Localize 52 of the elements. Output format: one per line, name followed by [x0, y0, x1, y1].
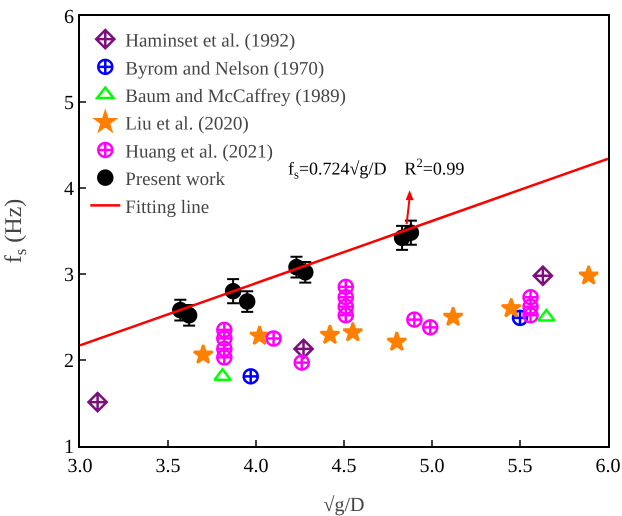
point: [422, 319, 438, 336]
point: [242, 368, 259, 385]
point: [213, 368, 232, 382]
point: [338, 288, 354, 306]
x-tick-label: 4.5: [332, 455, 356, 477]
legend-label: Baum and McCaffrey (1989): [125, 86, 346, 107]
point: [532, 265, 554, 286]
legend-label: Present work: [125, 169, 226, 190]
y-tick-label: 5: [64, 92, 74, 114]
y-tick-label: 4: [64, 178, 74, 200]
point: [338, 307, 354, 324]
point: [386, 330, 408, 352]
legend-label: Haminset et al. (1992): [125, 30, 296, 52]
point: [338, 278, 354, 296]
point: [319, 324, 340, 344]
point: [522, 298, 539, 315]
legend-label: Byrom and Nelson (1970): [125, 58, 324, 80]
annotation: f$_{s}$=0.724√g/D R$^{2}$=0.99: [288, 156, 464, 182]
point: [87, 392, 108, 412]
y-tick-label: 2: [64, 350, 74, 372]
point: [248, 324, 270, 346]
point: [238, 293, 256, 310]
point: [216, 340, 233, 358]
legend-label: Huang et al. (2021): [125, 141, 274, 162]
point: [216, 322, 233, 338]
legend-label: Fitting line: [125, 196, 210, 218]
point: [180, 307, 198, 324]
point: [265, 330, 282, 347]
point: [500, 297, 522, 318]
x-tick-label: 5.5: [508, 455, 532, 477]
y-tick-label: 1: [64, 436, 74, 458]
point: [216, 349, 233, 366]
point: [578, 264, 600, 285]
point: [297, 264, 314, 281]
y-tick-label: 6: [64, 6, 74, 28]
x-tick-label: 4.0: [244, 455, 268, 477]
point: [216, 330, 233, 347]
point: [192, 344, 214, 364]
y-tick-label: 3: [64, 264, 74, 286]
point: [338, 298, 354, 315]
legend-label: Liu et al. (2020): [125, 114, 249, 135]
point: [442, 306, 464, 326]
point: [522, 288, 539, 306]
point: [406, 311, 423, 328]
x-tick-label: 3.5: [156, 455, 180, 477]
point: [294, 354, 310, 371]
x-tick-label: 3.0: [68, 455, 92, 477]
point: [342, 321, 364, 342]
x-axis-title: √g/D: [324, 494, 364, 516]
point: [522, 307, 539, 324]
x-tick-label: 6.0: [596, 455, 620, 477]
x-tick-label: 5.0: [420, 455, 444, 477]
